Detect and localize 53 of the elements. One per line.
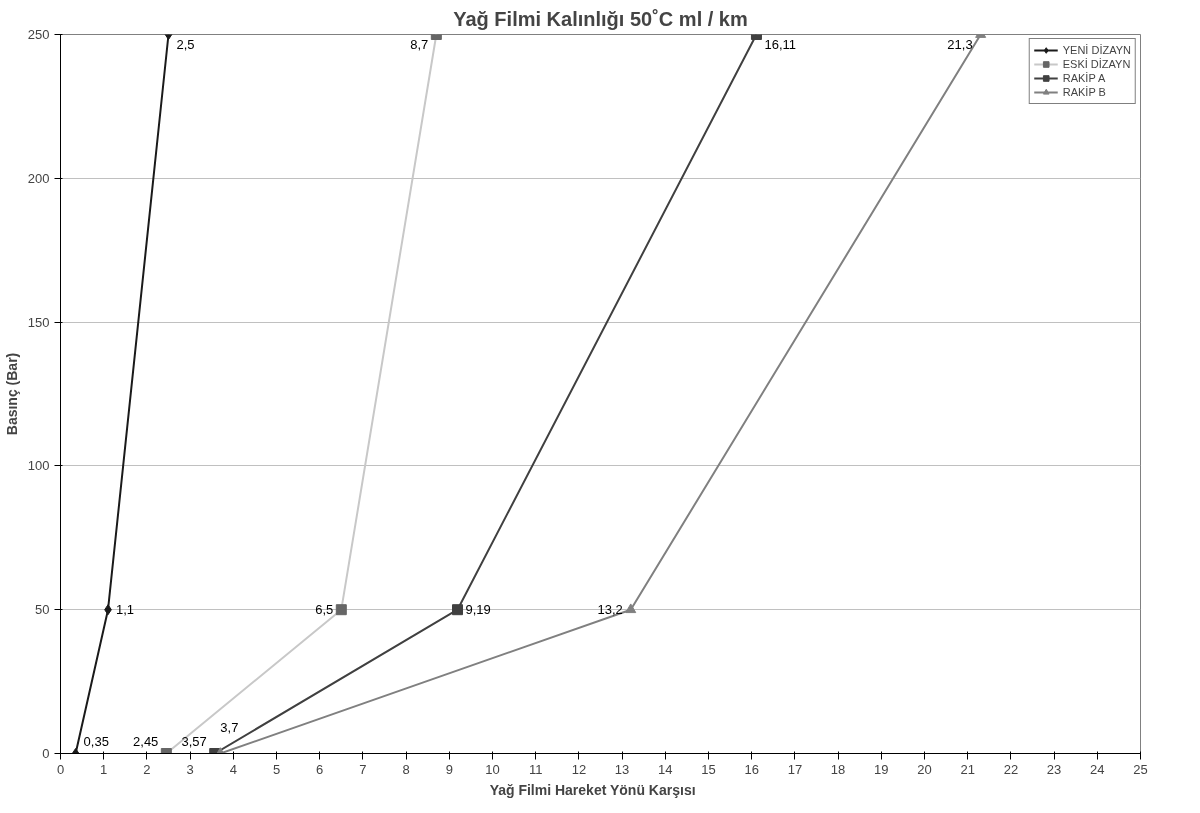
legend-label: RAKİP A bbox=[1062, 71, 1106, 85]
annotation: 21,3 bbox=[947, 37, 973, 52]
annotation: 9,19 bbox=[465, 602, 491, 618]
x-tick-label: 19 bbox=[874, 761, 889, 777]
point bbox=[625, 603, 637, 614]
x-tick-label: 10 bbox=[485, 761, 500, 777]
annotation: 6,5 bbox=[315, 602, 334, 618]
annotation: 3,7 bbox=[220, 720, 239, 735]
y-tick-label: 100 bbox=[27, 458, 50, 474]
x-tick-label: 7 bbox=[359, 761, 367, 777]
x-tick-label: 25 bbox=[1133, 761, 1148, 777]
x-tick-label: 1 bbox=[100, 761, 108, 777]
x-tick-label: 2 bbox=[143, 761, 151, 777]
x-tick-label: 23 bbox=[1046, 761, 1062, 777]
x-tick-label: 16 bbox=[744, 761, 759, 777]
x-tick-label: 15 bbox=[701, 761, 716, 777]
annotation: 8,7 bbox=[410, 37, 429, 52]
x-tick-label: 14 bbox=[658, 761, 673, 777]
x-tick-label: 21 bbox=[960, 761, 975, 777]
annotation: 2,5 bbox=[176, 37, 195, 52]
y-tick-label: 150 bbox=[27, 314, 50, 330]
annotation: 16,11 bbox=[764, 37, 797, 52]
x-tick-label: 12 bbox=[571, 761, 587, 777]
chart-title: Yağ Filmi Kalınlığı 50˚C ml / km bbox=[453, 7, 748, 30]
annotation: 1,1 bbox=[116, 602, 135, 618]
x-tick-label: 18 bbox=[830, 761, 846, 777]
x-tick-label: 5 bbox=[272, 761, 281, 777]
x-tick-label: 3 bbox=[186, 761, 194, 777]
x-tick-label: 9 bbox=[445, 761, 453, 777]
x-tick-label: 4 bbox=[229, 761, 237, 777]
x-axis-title: Yağ Filmi Hareket Yönü Karşısı bbox=[489, 781, 696, 798]
annotation: 13,2 bbox=[597, 602, 623, 618]
annotation: 2,45 bbox=[133, 734, 159, 749]
x-tick-label: 11 bbox=[528, 761, 543, 777]
y-axis-title: Basınç (Bar) bbox=[3, 352, 20, 436]
legend-label: ESKİ DİZAYN bbox=[1062, 57, 1131, 71]
y-tick-label: 250 bbox=[27, 27, 50, 42]
x-tick-label: 24 bbox=[1090, 761, 1105, 777]
x-tick-label: 0 bbox=[56, 761, 65, 777]
y-tick-label: 200 bbox=[27, 170, 50, 186]
annotation: 0,35 bbox=[83, 734, 109, 749]
annotation: 3,57 bbox=[181, 734, 207, 749]
x-tick-label: 6 bbox=[316, 761, 324, 777]
x-tick-label: 20 bbox=[917, 761, 932, 777]
x-tick-label: 22 bbox=[1003, 761, 1019, 777]
x-tick-label: 13 bbox=[614, 761, 630, 777]
legend-label: RAKİP B bbox=[1062, 85, 1106, 99]
y-tick-label: 50 bbox=[35, 602, 50, 618]
x-tick-label: 17 bbox=[787, 761, 803, 777]
legend-label: YENİ DİZAYN bbox=[1062, 43, 1131, 57]
point bbox=[452, 604, 464, 616]
x-tick-label: 8 bbox=[402, 761, 410, 777]
y-tick-label: 0 bbox=[42, 746, 50, 761]
